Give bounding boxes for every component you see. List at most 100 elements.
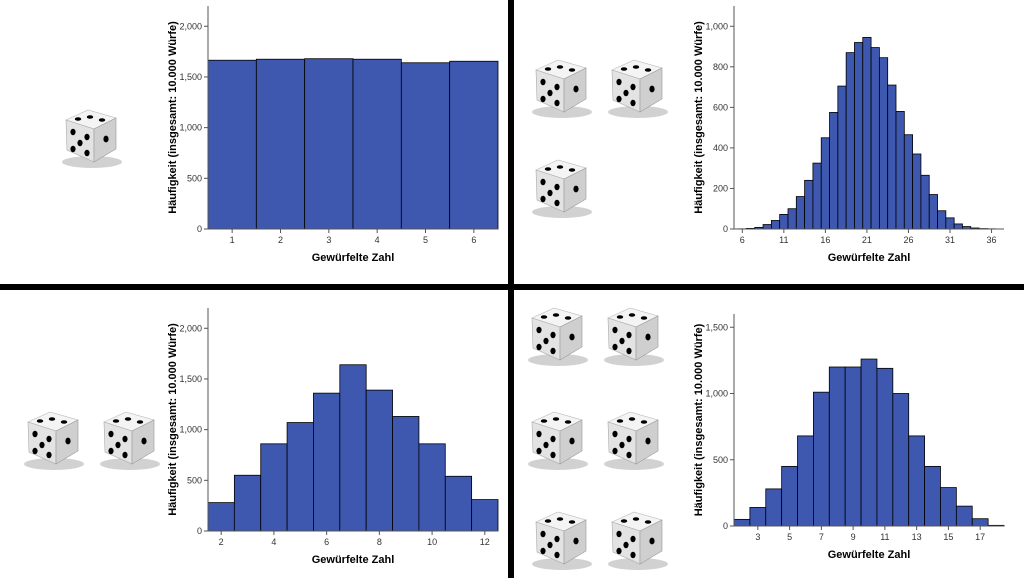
y-tick-label: 500 <box>187 475 202 485</box>
bar <box>908 435 925 527</box>
bar <box>733 518 751 527</box>
x-tick-label: 6 <box>324 537 329 547</box>
bar <box>937 210 947 230</box>
quadrant-bottom-right: 0 500 1,000 1,500 3 5 7 9 11 13 15 17 Gewürfelte Zah… <box>514 290 1024 578</box>
die-icon <box>532 159 592 218</box>
bar <box>845 52 855 230</box>
x-tick-label: 2 <box>219 537 224 547</box>
y-axis-title: Häufigkeit (insgesamt: 10.000 Würfe) <box>693 323 705 516</box>
bar <box>878 57 889 230</box>
y-tick-label: 0 <box>197 526 202 536</box>
die-icon <box>532 511 592 570</box>
bar <box>304 58 354 230</box>
x-tick-label: 12 <box>480 537 490 547</box>
y-tick-label: 1,000 <box>179 425 202 435</box>
y-axis-title: Häufigkeit (insgesamt: 10.000 Würfe) <box>167 323 179 516</box>
bar <box>804 179 814 230</box>
histogram-chart-6: 0 500 1,000 1,500 3 5 7 9 11 13 15 17 Gewürfelte Zah… <box>693 314 1005 561</box>
bar <box>352 58 402 230</box>
bar <box>449 60 499 230</box>
y-tick-label: 1,000 <box>705 389 728 399</box>
histogram-chart-3: 0 200 400 600 800 1,000 6 11 16 21 26 31 36 Gewürfelt… <box>693 6 1004 264</box>
x-tick-label: 31 <box>945 235 955 245</box>
y-tick-label: 0 <box>723 521 728 531</box>
x-tick-label: 10 <box>427 537 437 547</box>
x-tick-label: 3 <box>326 235 331 245</box>
quadrant-top-left: 0 500 1,000 1,500 2,000 1 2 3 4 5 6 Gewürfelte Zahl… <box>0 0 508 284</box>
bar <box>924 465 941 527</box>
horizontal-divider <box>0 284 1024 290</box>
bar <box>207 502 235 532</box>
bar <box>920 174 930 230</box>
x-tick-label: 8 <box>377 537 382 547</box>
x-tick-label: 13 <box>912 532 922 542</box>
bar <box>286 422 314 532</box>
bar <box>895 111 905 230</box>
bar <box>444 475 473 532</box>
x-tick-label: 1 <box>230 235 235 245</box>
die-icon <box>608 59 668 118</box>
x-tick-label: 26 <box>903 235 913 245</box>
bar <box>870 47 880 230</box>
bar <box>400 62 451 230</box>
y-tick-label: 0 <box>197 224 202 234</box>
bar <box>971 518 989 527</box>
x-tick-label: 7 <box>819 532 824 542</box>
die-icon <box>532 59 592 118</box>
y-tick-label: 1,500 <box>705 322 728 332</box>
bar <box>365 389 393 532</box>
x-tick-label: 17 <box>975 532 985 542</box>
bar <box>860 358 878 527</box>
y-tick-label: 2,000 <box>179 323 202 333</box>
x-tick-label: 11 <box>880 532 889 542</box>
bar <box>418 443 446 532</box>
y-tick-label: 400 <box>713 143 728 153</box>
y-tick-label: 800 <box>713 62 728 72</box>
x-axis-title: Gewürfelte Zahl <box>828 549 911 561</box>
x-axis-title: Gewürfelte Zahl <box>312 554 395 566</box>
bar <box>812 162 822 230</box>
bar <box>313 392 341 532</box>
y-tick-label: 2,000 <box>179 21 202 31</box>
die-icon <box>604 307 664 366</box>
y-tick-label: 500 <box>187 173 202 183</box>
x-tick-label: 5 <box>423 235 428 245</box>
bar <box>787 208 797 230</box>
x-tick-label: 11 <box>779 235 788 245</box>
bar <box>892 393 910 527</box>
y-tick-label: 1,000 <box>179 123 202 133</box>
bar <box>844 366 862 527</box>
bar <box>770 220 781 230</box>
histogram-chart-2: 0 500 1,000 1,500 2,000 2 4 6 8 10 12 Gewürfelte Za… <box>167 308 499 566</box>
bar <box>955 505 973 527</box>
x-tick-label: 4 <box>375 235 380 245</box>
bar <box>255 58 306 230</box>
bar <box>953 223 963 230</box>
die-icon <box>528 307 588 366</box>
y-tick-label: 600 <box>713 102 728 112</box>
die-icon <box>608 511 668 570</box>
bar <box>233 474 262 532</box>
bar <box>829 112 839 230</box>
bar <box>471 499 499 532</box>
bar <box>392 416 420 532</box>
bar <box>945 217 955 230</box>
x-tick-label: 5 <box>787 532 792 542</box>
bar <box>828 366 846 527</box>
x-axis-title: Gewürfelte Zahl <box>312 252 395 264</box>
bar <box>940 487 957 527</box>
die-icon <box>528 411 588 470</box>
bar <box>749 507 767 527</box>
y-tick-label: 1,500 <box>179 72 202 82</box>
x-tick-label: 3 <box>755 532 760 542</box>
x-tick-label: 16 <box>820 235 830 245</box>
x-tick-label: 2 <box>278 235 283 245</box>
y-tick-label: 200 <box>713 183 728 193</box>
bar <box>837 85 847 230</box>
x-tick-label: 4 <box>271 537 276 547</box>
bar <box>820 137 830 230</box>
bar <box>779 214 789 230</box>
x-tick-label: 6 <box>740 235 745 245</box>
bar <box>339 364 367 532</box>
bar <box>795 196 806 230</box>
